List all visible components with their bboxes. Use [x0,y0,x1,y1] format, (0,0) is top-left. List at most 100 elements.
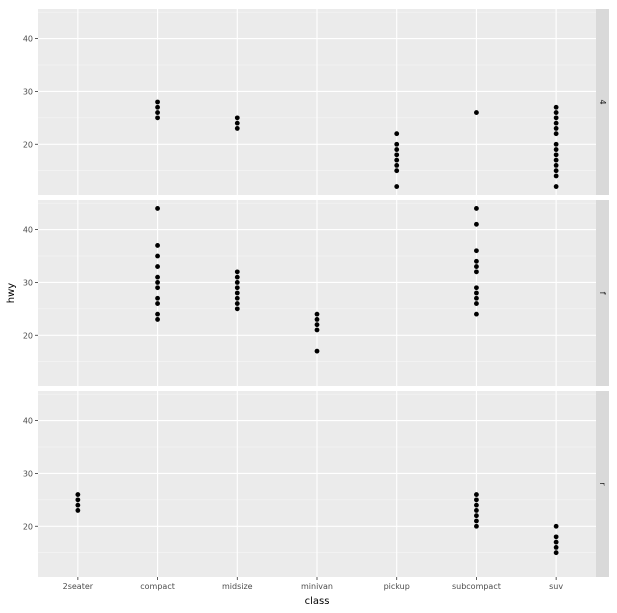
data-point [553,120,559,126]
data-point [474,269,479,275]
data-point [553,184,559,189]
data-point [155,115,160,121]
data-point [234,290,240,296]
data-point [75,492,81,497]
data-point [553,163,559,168]
facet-strip-label: f [598,292,607,295]
data-point [155,104,160,110]
data-point [155,317,160,322]
data-point [155,110,160,115]
data-point [394,131,400,137]
facet-strip [596,9,609,195]
y-axis-title: hwy [6,283,17,304]
data-point [553,523,559,529]
data-point [394,157,400,163]
data-point [234,285,240,291]
data-point [474,221,479,227]
data-point [75,508,81,513]
data-point [474,301,479,306]
x-tick-label: midsize [222,582,253,591]
y-tick-label: 20 [23,331,33,340]
data-point [474,502,479,508]
data-point [155,243,160,248]
y-tick-label: 30 [23,469,33,478]
data-point [234,295,240,301]
data-point [474,492,479,497]
data-point [474,295,479,301]
y-tick-label: 30 [23,278,33,287]
data-point [75,502,81,508]
data-point [155,295,160,301]
x-tick-label: subcompact [452,582,501,591]
data-point [474,258,479,264]
data-point [155,280,160,285]
data-point [75,497,81,503]
y-tick-label: 40 [23,35,33,44]
facet-strip [596,391,609,577]
data-point [553,147,559,152]
data-point [155,285,160,291]
facet-strip-label: r [598,482,607,486]
data-point [553,110,559,115]
data-point [155,206,160,211]
data-point [234,274,240,280]
facet-panel-4: 20 30 40 4 [23,9,609,195]
facet-panel-r: 20 30 40 r [23,391,609,577]
data-point [234,126,240,131]
data-point [314,311,320,317]
y-tick-label: 20 [23,522,33,531]
data-point [553,104,559,110]
x-tick-label: 2seater [63,582,94,591]
data-point [394,141,400,147]
facet-panel-f: 20 30 40 f [23,200,609,386]
facet-strip-label: 4 [598,99,607,104]
data-point [474,513,479,519]
data-point [155,253,160,259]
data-point [474,110,479,115]
facet-panels: 20 30 40 4 20 30 40 f 20 30 40 r [23,9,609,577]
y-tick-label: 40 [23,417,33,426]
x-axis: 2seater compact midsize minivan pickup subcom… [63,577,563,591]
data-point [553,141,559,147]
y-tick-label: 20 [23,140,33,149]
data-point [234,269,240,275]
data-point [553,126,559,131]
data-point [314,348,320,354]
data-point [474,264,479,269]
data-point [553,157,559,163]
x-axis-title: class [305,596,330,607]
data-point [553,152,559,158]
data-point [394,152,400,158]
data-point [553,545,559,550]
data-point [155,311,160,317]
data-point [394,168,400,174]
data-point [234,115,240,121]
data-point [394,184,400,189]
data-point [314,317,320,322]
data-point [234,306,240,312]
data-point [474,497,479,503]
data-point [314,327,320,333]
data-point [553,173,559,179]
data-point [474,285,479,291]
data-point [394,163,400,168]
data-point [155,274,160,280]
data-point [234,280,240,285]
data-point [155,264,160,269]
data-point [394,147,400,152]
data-point [234,301,240,306]
data-point [553,534,559,540]
data-point [314,322,320,328]
x-tick-label: minivan [301,582,333,591]
data-point [553,550,559,556]
data-point [474,206,479,211]
data-point [474,290,479,296]
data-point [155,301,160,306]
x-tick-label: suv [549,582,563,591]
data-point [474,523,479,529]
data-point [553,168,559,174]
data-point [553,131,559,137]
x-tick-label: compact [140,582,175,591]
data-point [234,120,240,126]
facet-strip [596,200,609,386]
